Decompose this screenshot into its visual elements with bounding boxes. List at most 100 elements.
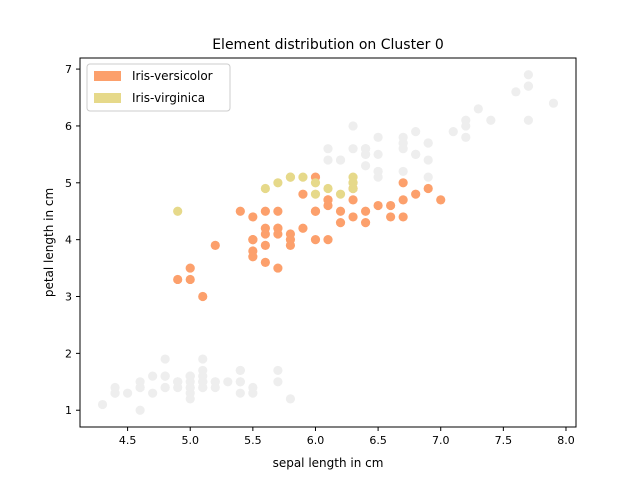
data-point xyxy=(348,212,358,222)
data-point xyxy=(248,235,258,245)
data-point xyxy=(298,189,308,199)
data-point xyxy=(423,183,433,194)
data-point xyxy=(273,229,283,239)
data-point xyxy=(173,206,183,216)
background-point xyxy=(461,132,471,142)
data-point xyxy=(436,195,446,205)
background-point xyxy=(411,127,421,137)
data-point xyxy=(273,178,283,188)
data-point xyxy=(335,206,346,216)
background-point xyxy=(135,405,145,415)
data-point xyxy=(273,206,283,216)
legend: Iris-versicolor Iris-virginica xyxy=(86,63,231,112)
background-point xyxy=(360,144,371,154)
y-tick-label: 3 xyxy=(65,291,72,304)
x-tick-label: 4.5 xyxy=(119,434,137,447)
background-point xyxy=(423,138,433,148)
legend-swatch xyxy=(94,71,121,81)
background-point xyxy=(548,98,559,108)
data-point xyxy=(198,291,208,302)
data-point xyxy=(210,240,220,250)
data-point xyxy=(260,257,270,267)
chart-title: Element distribution on Cluster 0 xyxy=(212,37,444,53)
data-point xyxy=(323,235,333,245)
data-point xyxy=(335,189,346,199)
background-point xyxy=(160,382,170,393)
background-point xyxy=(160,354,170,364)
data-point xyxy=(348,195,358,205)
y-tick-label: 2 xyxy=(65,347,72,360)
x-tick-label: 6.5 xyxy=(369,434,387,447)
background-point xyxy=(110,388,120,398)
data-point xyxy=(260,223,270,233)
background-point xyxy=(398,166,408,177)
background-point xyxy=(398,138,408,148)
data-point xyxy=(310,178,321,188)
background-point xyxy=(223,377,233,387)
background-point xyxy=(210,377,220,387)
data-point xyxy=(335,218,346,228)
y-axis-label: petal length in cm xyxy=(42,188,56,297)
legend-frame xyxy=(86,63,231,112)
y-tick-label: 4 xyxy=(65,234,72,247)
background-point xyxy=(461,121,471,131)
data-point xyxy=(298,172,308,182)
background-point xyxy=(360,161,371,171)
data-point xyxy=(348,178,358,188)
y-tick-label: 1 xyxy=(65,404,72,417)
background-point xyxy=(523,81,534,91)
data-point xyxy=(323,200,333,211)
x-tick-label: 5.0 xyxy=(181,434,199,447)
background-point xyxy=(173,377,183,387)
background-point xyxy=(122,388,133,398)
data-point xyxy=(310,235,321,245)
series-points xyxy=(173,172,446,302)
background-point xyxy=(235,365,245,376)
background-point xyxy=(323,155,333,165)
background-point xyxy=(348,121,358,131)
background-point xyxy=(185,382,195,393)
y-tick-label: 6 xyxy=(65,120,72,133)
legend-label: Iris-virginica xyxy=(132,91,205,105)
background-point xyxy=(235,388,245,398)
background-points xyxy=(97,70,559,415)
data-point xyxy=(235,206,245,216)
background-point xyxy=(373,132,383,142)
background-point xyxy=(423,172,433,182)
background-point xyxy=(373,149,383,159)
background-point xyxy=(160,371,170,381)
background-point xyxy=(198,371,208,381)
x-tick-label: 7.5 xyxy=(495,434,513,447)
data-point xyxy=(285,235,296,245)
x-tick-label: 5.5 xyxy=(244,434,262,447)
background-point xyxy=(448,127,458,137)
data-point xyxy=(360,218,371,228)
background-point xyxy=(473,104,483,114)
data-point xyxy=(260,240,270,250)
plot-frame xyxy=(79,57,577,428)
data-point xyxy=(386,200,396,211)
background-point xyxy=(348,144,358,154)
background-point xyxy=(423,155,433,165)
data-point xyxy=(248,212,258,222)
background-point xyxy=(486,115,496,125)
background-point xyxy=(411,149,421,159)
data-point xyxy=(398,212,408,222)
y-axis: 1 2 3 4 5 6 7 xyxy=(65,63,80,417)
background-point xyxy=(235,377,245,387)
data-point xyxy=(360,206,371,216)
background-point xyxy=(135,382,145,393)
data-point xyxy=(185,274,195,285)
x-axis: 4.5 5.0 5.5 6.0 6.5 7.0 7.5 8.0 xyxy=(119,427,575,447)
data-point xyxy=(298,223,308,233)
x-tick-label: 6.0 xyxy=(307,434,325,447)
data-point xyxy=(386,212,396,222)
x-axis-label: sepal length in cm xyxy=(273,456,384,470)
data-point xyxy=(310,189,321,199)
data-point xyxy=(285,172,296,182)
y-tick-label: 7 xyxy=(65,63,72,76)
legend-label: Iris-versicolor xyxy=(132,69,213,83)
background-point xyxy=(273,377,283,387)
background-point xyxy=(273,365,283,376)
data-point xyxy=(310,206,321,216)
